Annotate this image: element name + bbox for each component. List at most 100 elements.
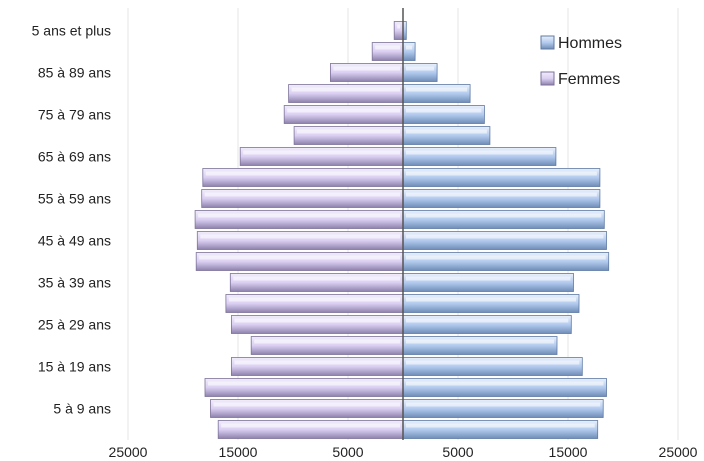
bars [194, 8, 610, 440]
category-axis: 5 à 9 ans 15 à 19 ans 25 à 29 ans 35 à 39 a… [32, 23, 111, 417]
tick-label: 5000 [442, 444, 473, 460]
bar-femmes-14 [293, 126, 404, 145]
bar-femmes-17 [329, 63, 404, 82]
bar-hommes-6 [402, 294, 580, 313]
bar-hommes-0 [402, 420, 599, 439]
bar-highlight-hommes-5 [406, 318, 569, 323]
bar-hommes-12 [402, 168, 601, 187]
bar-hommes-13 [402, 147, 557, 166]
value-axis: 25000 15000 5000 5000 15000 25000 [109, 444, 698, 460]
bar-highlight-hommes-6 [406, 297, 576, 302]
bar-highlight-femmes-15 [287, 108, 400, 113]
legend-label-hommes: Hommes [558, 35, 622, 52]
tick-label: 15000 [549, 444, 588, 460]
bar-highlight-femmes-4 [254, 339, 400, 344]
bar-hommes-9 [402, 231, 607, 250]
bar-femmes-0 [217, 420, 404, 439]
bar-highlight-femmes-6 [228, 297, 400, 302]
category-label: 45 à 49 ans [38, 233, 111, 249]
bar-hommes-11 [402, 189, 601, 208]
bar-highlight-hommes-18 [406, 45, 413, 50]
bar-highlight-femmes-11 [204, 192, 400, 197]
bar-highlight-femmes-5 [234, 318, 400, 323]
bar-hommes-15 [402, 105, 485, 124]
tick-label: 5000 [332, 444, 363, 460]
bar-hommes-4 [402, 336, 558, 355]
bar-highlight-femmes-9 [200, 234, 400, 239]
bar-femmes-5 [230, 315, 404, 334]
bar-femmes-19 [393, 21, 404, 40]
bar-femmes-1 [210, 399, 404, 418]
bar-highlight-hommes-4 [406, 339, 554, 344]
bar-highlight-hommes-16 [406, 87, 468, 92]
category-label: 65 à 69 ans [38, 149, 111, 165]
bar-highlight-femmes-13 [243, 150, 400, 155]
bar-hommes-14 [402, 126, 491, 145]
bar-hommes-16 [402, 84, 471, 103]
bar-hommes-5 [402, 315, 572, 334]
legend-swatch-hommes [540, 35, 555, 50]
tick-label: 15000 [219, 444, 258, 460]
category-label: 75 à 79 ans [38, 107, 111, 123]
bar-highlight-hommes-7 [406, 276, 571, 281]
bar-highlight-femmes-14 [297, 129, 400, 134]
bar-highlight-femmes-2 [208, 381, 400, 386]
legend-swatch-femmes [540, 71, 555, 86]
tick-label: 25000 [109, 444, 148, 460]
bar-highlight-femmes-7 [233, 276, 400, 281]
bar-highlight-femmes-10 [198, 213, 400, 218]
category-label: 5 ans et plus [32, 23, 111, 39]
bar-highlight-hommes-15 [406, 108, 482, 113]
bar-hommes-8 [402, 252, 610, 271]
bar-femmes-11 [201, 189, 404, 208]
bar-highlight-hommes-9 [406, 234, 604, 239]
category-label: 5 à 9 ans [53, 401, 111, 417]
bar-highlight-femmes-16 [291, 87, 400, 92]
bar-femmes-13 [239, 147, 404, 166]
bar-highlight-femmes-12 [205, 171, 400, 176]
bar-hommes-18 [402, 42, 416, 61]
bar-highlight-femmes-0 [221, 423, 400, 428]
legend: Hommes Femmes [540, 35, 622, 88]
category-label: 25 à 29 ans [38, 317, 111, 333]
bar-femmes-16 [288, 84, 404, 103]
bar-highlight-hommes-3 [406, 360, 580, 365]
category-label: 15 à 19 ans [38, 359, 111, 375]
bar-highlight-femmes-17 [333, 66, 400, 71]
bar-femmes-8 [195, 252, 404, 271]
bar-highlight-hommes-14 [406, 129, 487, 134]
bar-highlight-femmes-8 [199, 255, 400, 260]
bar-highlight-femmes-3 [234, 360, 400, 365]
bar-femmes-15 [283, 105, 404, 124]
bar-femmes-12 [202, 168, 404, 187]
bar-highlight-hommes-1 [406, 402, 601, 407]
bar-highlight-hommes-12 [406, 171, 597, 176]
bar-highlight-hommes-11 [406, 192, 597, 197]
bar-highlight-hommes-13 [406, 150, 553, 155]
bar-femmes-7 [229, 273, 404, 292]
bar-femmes-2 [204, 378, 404, 397]
bar-hommes-10 [402, 210, 605, 229]
bar-highlight-hommes-2 [406, 381, 604, 386]
legend-label-femmes: Femmes [558, 71, 620, 88]
bar-hommes-17 [402, 63, 438, 82]
bar-femmes-18 [371, 42, 404, 61]
category-label: 35 à 39 ans [38, 275, 111, 291]
bar-hommes-1 [402, 399, 604, 418]
bar-femmes-4 [250, 336, 404, 355]
bar-hommes-3 [402, 357, 583, 376]
bar-hommes-7 [402, 273, 574, 292]
bar-femmes-9 [196, 231, 404, 250]
bar-highlight-hommes-17 [406, 66, 435, 71]
category-label: 85 à 89 ans [38, 65, 111, 81]
tick-label: 25000 [659, 444, 698, 460]
category-label: 55 à 59 ans [38, 191, 111, 207]
bar-femmes-10 [194, 210, 404, 229]
bar-femmes-6 [225, 294, 404, 313]
bar-highlight-hommes-0 [406, 423, 595, 428]
bar-highlight-hommes-8 [406, 255, 606, 260]
bar-highlight-femmes-1 [213, 402, 400, 407]
bar-femmes-3 [230, 357, 404, 376]
bar-hommes-2 [402, 378, 607, 397]
